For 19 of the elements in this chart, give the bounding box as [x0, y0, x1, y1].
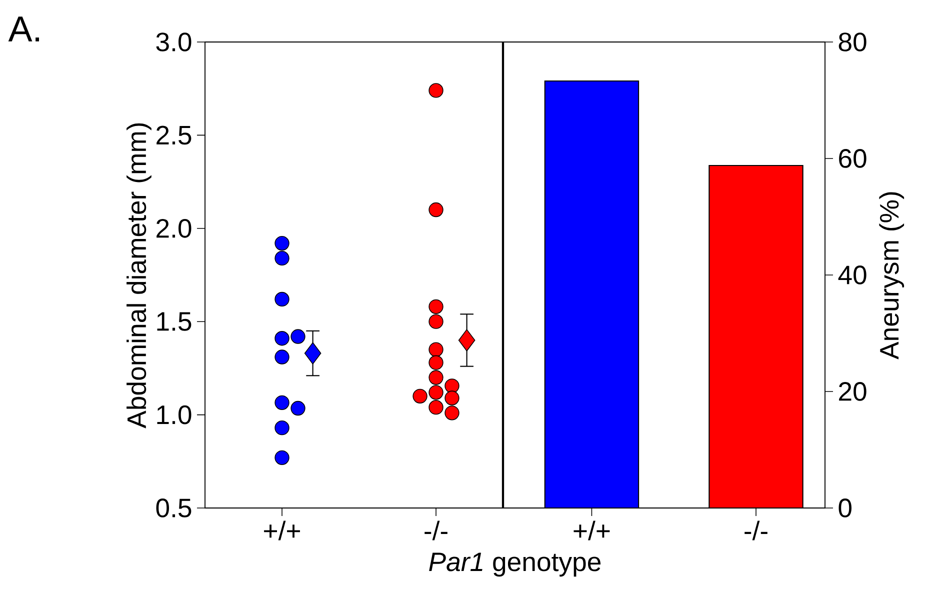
y2-tick-label: 20	[839, 382, 866, 401]
x-tick-label: +/+	[574, 520, 610, 540]
y-tick-label: 3.0	[156, 32, 192, 52]
y-tick-label: 2.5	[156, 126, 192, 145]
y2-tick-label: 40	[838, 266, 866, 284]
x-tick-label: -/-	[424, 520, 448, 540]
y-tick-label: 2.0	[156, 218, 192, 238]
y2-axis-title: Aneurysm (%)	[879, 192, 904, 360]
y-axis-title: Abdominal diameter (mm)	[126, 123, 152, 428]
y-tick-label: 1.0	[157, 405, 192, 424]
y2-tick-label: 0	[838, 498, 852, 518]
x-tick-label: +/+	[264, 520, 300, 540]
x-axis-title: Par1 genotype	[429, 552, 601, 577]
y-tick-label: 1.5	[157, 312, 192, 331]
y2-tick-label: 80	[838, 32, 866, 52]
y-tick-label: 0.5	[156, 498, 192, 518]
chart-title: A.	[8, 16, 39, 42]
y2-tick-label: 60	[839, 149, 866, 168]
x-tick-label: -/-	[744, 520, 768, 540]
